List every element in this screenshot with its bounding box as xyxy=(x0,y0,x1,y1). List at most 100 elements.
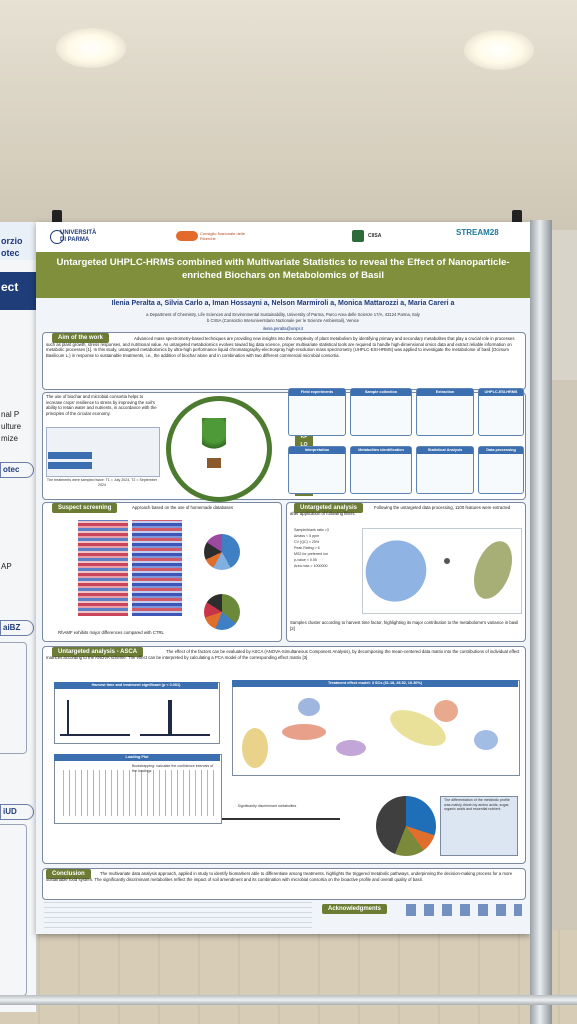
asca-header: Untargeted analysis - ASCA xyxy=(52,647,144,657)
background-wall xyxy=(548,380,577,940)
sponsor-logos xyxy=(406,904,522,916)
suspect-header: Suspect screening xyxy=(52,503,118,513)
contact-email: ilenia.peralta@unipr.it xyxy=(262,326,304,331)
left-poster-box xyxy=(0,824,27,996)
suspect-text: Approach based on the use of homemade da… xyxy=(132,505,234,510)
pie-chart-bottom xyxy=(204,594,240,630)
references-block xyxy=(44,902,312,930)
display-stand-rail xyxy=(0,995,577,1005)
workflow-step-label: Extraction xyxy=(417,389,473,396)
consortia-label-b xyxy=(48,462,92,469)
title-band xyxy=(36,252,530,298)
filter-item: Sample/blank ratio >3 xyxy=(294,528,329,532)
workflow-step-label: Interpretation xyxy=(289,447,345,454)
differentiation-box xyxy=(440,796,518,856)
workflow-step-label: Data processing xyxy=(479,447,523,454)
workflow-step: Statistical Analysis xyxy=(416,446,474,494)
harvest-panel-title: Harvest time and treatment significant (… xyxy=(54,682,218,689)
poster-authors: Ilenia Peralta a, Silvia Carlo a, Iman H… xyxy=(111,300,455,307)
left-poster-pill: aiBZ xyxy=(0,620,34,636)
floor xyxy=(0,930,577,1024)
ciisa-logo-icon xyxy=(352,230,364,242)
workflow-step: Extraction xyxy=(416,388,474,436)
logo-bar: UNIVERSITÀ DI PARMA Consiglio Nazionale … xyxy=(36,222,530,252)
cnr-logo-text: Consiglio Nazionale delle Ricerche xyxy=(200,231,245,241)
workflow-step: Field experiments xyxy=(288,388,346,436)
untargeted-text: Following the untargeted data processing… xyxy=(290,505,511,516)
asca-text: The effect of the factors can be evaluat… xyxy=(46,649,520,660)
left-poster-text: otec xyxy=(1,248,20,258)
poster-title: Untargeted UHPLC-HRMS combined with Mult… xyxy=(56,257,510,281)
left-poster-text: nal P xyxy=(1,410,20,419)
left-poster: orzio otec ect nal P ulture mize otec AP… xyxy=(0,222,37,1012)
workflow-step-label: Field experiments xyxy=(289,389,345,396)
score-ellipse xyxy=(242,728,268,768)
workflow-step-label: Metabolites identification xyxy=(351,447,411,454)
histogram-right xyxy=(140,700,210,736)
untargeted-footer: Samples cluster according to harvest tim… xyxy=(290,620,519,631)
workflow-step: UHPLC-ESI-HRMS xyxy=(478,388,524,436)
filter-item: Δmass < 5 ppm xyxy=(294,534,320,538)
binder-clip xyxy=(512,210,522,228)
pie-chart-top xyxy=(204,534,240,570)
plant-pot-icon xyxy=(207,458,221,468)
treatment-plot xyxy=(232,680,520,776)
cnr-logo-icon xyxy=(176,231,198,241)
left-poster-pill: otec xyxy=(0,462,34,478)
workflow-step: Metabolites identification xyxy=(350,446,412,494)
workflow-step-label: Statistical Analysis xyxy=(417,447,473,454)
score-ellipse xyxy=(282,724,326,740)
consortia-label-a xyxy=(48,452,92,459)
filter-item: Area max > 1000000 xyxy=(294,564,328,568)
suspect-footer: RhAMF exhibits major differences compare… xyxy=(58,630,164,635)
discriminant-label: Significantly discriminant metabolites xyxy=(237,804,297,808)
aim-text: Advanced mass spectrometry-based techniq… xyxy=(46,336,515,358)
display-stand-pole xyxy=(530,220,552,1024)
treatment-plot-title: Treatment effect model: 3 SCs (61.18, 28… xyxy=(232,680,518,687)
poster: UNIVERSITÀ DI PARMA Consiglio Nazionale … xyxy=(36,222,530,934)
workflow-step: Interpretation xyxy=(288,446,346,494)
heatmap-left xyxy=(78,520,128,616)
ceiling-lamp-left xyxy=(56,28,126,68)
discriminant-pie xyxy=(376,796,436,856)
bootstrap-text: Bootstrapping: calculate the confidence … xyxy=(132,764,214,773)
affiliation-a: a Department of Chemistry, Life Sciences… xyxy=(146,312,420,317)
workflow-step-label: UHPLC-ESI-HRMS xyxy=(479,389,523,396)
filter-item: p-value < 0.05 xyxy=(294,558,317,562)
score-ellipse xyxy=(474,730,498,750)
conclusion-section xyxy=(42,868,526,900)
unipr-logo-icon xyxy=(50,230,64,244)
ciisa-logo-text: CIISA xyxy=(368,233,382,239)
affiliation-b: b CIISA (Consorzio Interuniversitario Na… xyxy=(207,318,359,323)
histogram-left xyxy=(60,700,130,736)
loading-spectrum xyxy=(58,770,218,816)
differentiation-text: The differentiation of the metabolic pro… xyxy=(444,798,510,812)
left-poster-header-band xyxy=(0,222,36,260)
harvest-text: The treatments were sampled twice: T1 = … xyxy=(46,478,158,487)
score-ellipse xyxy=(336,740,366,756)
loading-panel-title: Loading Plot xyxy=(54,754,220,761)
filter-item: Peak Rating > 6 xyxy=(294,546,320,550)
left-poster-band xyxy=(0,272,36,310)
heatmap-right xyxy=(132,520,182,616)
aim-header: Aim of the work xyxy=(52,333,110,343)
left-poster-box xyxy=(0,642,27,754)
pca-qc-point xyxy=(444,558,450,564)
workflow-step: Sample collection xyxy=(350,388,412,436)
conclusion-text: The multivariate data analysis approach,… xyxy=(46,871,513,882)
biochar-text: The use of biochar and microbial consort… xyxy=(46,394,157,416)
score-ellipse xyxy=(298,698,320,716)
binder-clip xyxy=(52,210,62,228)
filter-item: MS2 for preferred ion xyxy=(294,552,328,556)
filter-item: CV (QC) < 25% xyxy=(294,540,320,544)
unipr-logo-text: UNIVERSITÀ DI PARMA xyxy=(60,230,97,243)
workflow-step-label: Sample collection xyxy=(351,389,411,396)
left-poster-text: mize xyxy=(1,434,18,443)
stream-logo-text: STREAM28 xyxy=(456,228,499,237)
plant-icon xyxy=(202,418,226,458)
conclusion-header: Conclusion xyxy=(46,869,91,879)
left-poster-text: ect xyxy=(1,280,19,294)
workflow-step: Data processing xyxy=(478,446,524,494)
untargeted-header: Untargeted analysis xyxy=(294,503,364,513)
left-poster-text: ulture xyxy=(1,422,22,431)
